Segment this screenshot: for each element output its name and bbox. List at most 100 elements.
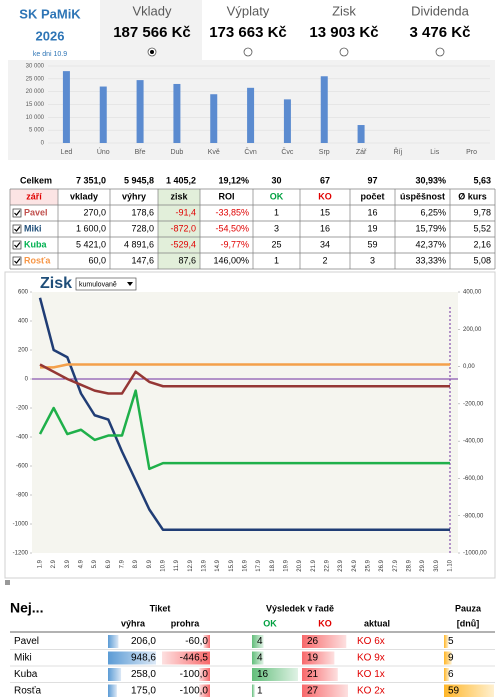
- column-header: prohra: [171, 618, 200, 628]
- cell: 59: [367, 239, 377, 249]
- cell: 15: [320, 207, 330, 217]
- column-header: [dnů]: [457, 618, 480, 628]
- bar: [357, 125, 365, 143]
- x-tick-label: 25.9: [366, 559, 372, 571]
- x-tick-label: 21.9: [311, 559, 317, 571]
- tab-label[interactable]: Zisk: [332, 3, 356, 18]
- x-tick-label: 27.9: [393, 559, 399, 571]
- checkbox[interactable]: [12, 208, 22, 218]
- y-tick-label: -400: [16, 435, 29, 441]
- app-title: SK PaMiK: [19, 6, 81, 21]
- current-streak: KO 2x: [357, 686, 385, 697]
- tab-value[interactable]: 3 476 Kč: [410, 24, 471, 41]
- y-tick-label: 25 000: [26, 76, 45, 82]
- date: ke dni 10.9: [33, 51, 67, 58]
- x-tick-label: 13.9: [202, 559, 208, 571]
- column-header: aktual: [364, 618, 390, 628]
- cell: 34: [320, 239, 330, 249]
- x-tick-label: 20.9: [297, 559, 303, 571]
- dropdown-value[interactable]: kumulovaně: [79, 281, 117, 288]
- y2-tick-label: -200,00: [463, 401, 484, 407]
- pause-value: 5: [448, 636, 454, 647]
- checkbox[interactable]: [12, 256, 22, 266]
- y-tick-label: -1200: [13, 551, 29, 557]
- x-tick-label: 6.9: [106, 559, 112, 568]
- column-header: vklady: [70, 191, 98, 201]
- chart-title: Zisk: [40, 275, 72, 292]
- cell: 2: [322, 255, 327, 265]
- y-tick-label: -200: [16, 406, 29, 412]
- tab-value[interactable]: 13 903 Kč: [309, 24, 378, 41]
- ko-bar: [302, 651, 335, 665]
- win-bar: [108, 668, 122, 681]
- checkmark[interactable]: [14, 242, 21, 248]
- tab-label[interactable]: Výplaty: [227, 3, 270, 18]
- y-tick-label: 400: [18, 319, 29, 325]
- cell: 147,6: [131, 255, 154, 265]
- column-header: OK: [270, 191, 284, 201]
- x-tick-label: 14.9: [215, 559, 221, 571]
- pause-value: 59: [448, 686, 460, 697]
- checkmark[interactable]: [14, 226, 21, 232]
- summary-value: 30,93%: [415, 175, 446, 185]
- loss-bar: [203, 635, 210, 648]
- x-tick-label: Zář: [356, 149, 367, 156]
- cell: 2,16: [473, 239, 491, 249]
- ko-bar: [302, 635, 347, 648]
- pause-bar: [444, 684, 494, 697]
- row-name: Kuba: [24, 239, 47, 249]
- tab-label[interactable]: Vklady: [132, 3, 172, 18]
- tab-radio[interactable]: [339, 47, 349, 57]
- x-tick-label: Čvn: [244, 147, 257, 156]
- cell: -33,85%: [215, 207, 249, 217]
- y-tick-label: 600: [18, 290, 29, 296]
- group-header: Tiket: [150, 603, 171, 613]
- pause-value: 9: [448, 653, 454, 664]
- checkbox[interactable]: [12, 224, 22, 234]
- column-header: výhra: [121, 618, 146, 628]
- tab-value[interactable]: 187 566 Kč: [113, 24, 191, 41]
- y2-tick-label: 0,00: [463, 364, 475, 370]
- cell: 15,79%: [415, 223, 446, 233]
- x-tick-label: 5.9: [92, 559, 98, 568]
- cell: -54,50%: [215, 223, 249, 233]
- ko-value: 26: [307, 636, 319, 647]
- summary-value: 97: [367, 175, 377, 185]
- summary-value: 5 945,8: [124, 175, 154, 185]
- checkbox[interactable]: [12, 240, 22, 250]
- row-name: Pavel: [24, 207, 48, 217]
- x-tick-label: Pro: [466, 149, 477, 156]
- ko-value: 21: [307, 669, 319, 680]
- win-bar: [108, 684, 117, 697]
- cell: 1: [274, 255, 279, 265]
- checkmark[interactable]: [14, 258, 21, 264]
- x-tick-label: 1.10: [448, 559, 454, 571]
- y2-tick-label: 400,00: [463, 290, 482, 296]
- summary-value: 30: [271, 175, 281, 185]
- bar: [173, 83, 181, 143]
- row-name: Kuba: [14, 669, 38, 680]
- tab-radio[interactable]: [243, 47, 253, 57]
- dropdown[interactable]: [75, 277, 137, 291]
- x-tick-label: 28.9: [407, 559, 413, 571]
- x-tick-label: 7.9: [120, 559, 126, 568]
- row-name: Miki: [24, 223, 42, 233]
- win-value: 206,0: [131, 636, 156, 647]
- tab-label[interactable]: Dividenda: [411, 3, 470, 18]
- x-tick-label: Kvě: [208, 149, 220, 156]
- y2-tick-label: -1000,00: [463, 551, 487, 557]
- checkmark[interactable]: [14, 210, 21, 216]
- plot-area: [32, 292, 458, 553]
- ok-value: 1: [257, 686, 263, 697]
- tab-value[interactable]: 173 663 Kč: [209, 24, 287, 41]
- cell: 728,0: [131, 223, 154, 233]
- dropdown-arrow[interactable]: [127, 282, 133, 286]
- summary-value: 1 405,2: [166, 175, 196, 185]
- cell: 16: [320, 223, 330, 233]
- cell: 178,6: [131, 207, 154, 217]
- ko-value: 27: [307, 686, 319, 697]
- x-tick-label: 24.9: [352, 559, 358, 571]
- y-tick-label: 30 000: [26, 64, 45, 70]
- tab-radio[interactable]: [435, 47, 445, 57]
